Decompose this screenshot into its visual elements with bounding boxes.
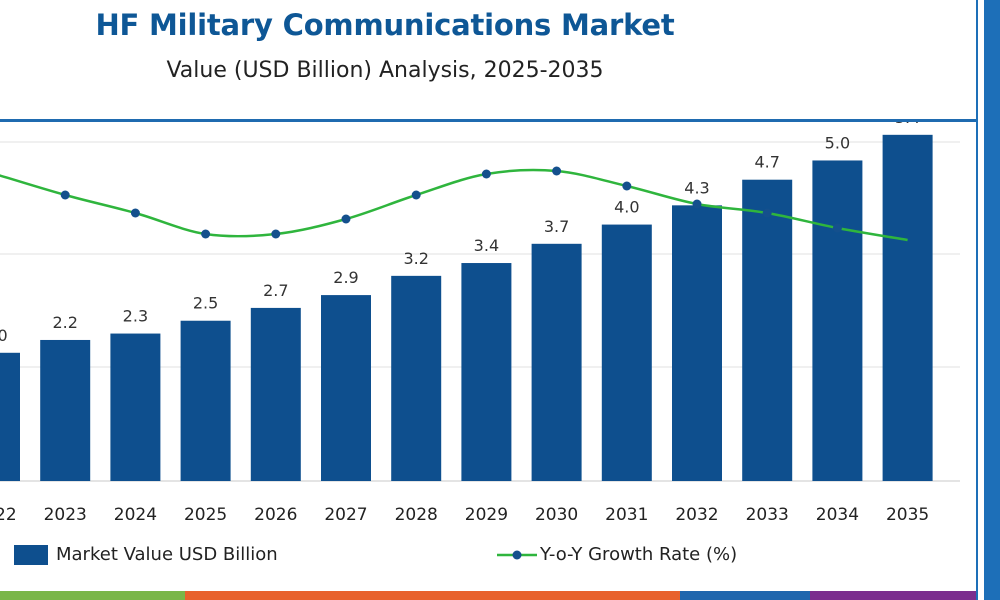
bar-2035: [882, 134, 933, 482]
legend-line-swatch: [497, 550, 537, 560]
bottom-strip-blue: [680, 591, 810, 600]
x-tick-2034: 2034: [816, 505, 859, 525]
growth-rate-point-2029: [481, 169, 491, 179]
right-edge-stripe: [978, 0, 984, 600]
bottom-strip-orange: [185, 591, 680, 600]
bar-2022: [0, 352, 20, 481]
x-tick-2035: 2035: [886, 505, 929, 525]
bar-value-label-2024: 2.3: [123, 307, 148, 326]
bar-value-label-2033: 4.7: [754, 153, 779, 172]
bar-value-label-2031: 4.0: [614, 198, 639, 217]
bar-2030: [531, 243, 582, 481]
x-tick-2033: 2033: [746, 505, 789, 525]
bar-value-label-2027: 2.9: [333, 268, 358, 287]
bar-value-label-2028: 3.2: [403, 249, 428, 268]
x-tick-2022: 2022: [0, 505, 17, 525]
x-tick-2026: 2026: [254, 505, 297, 525]
bar-2032: [672, 205, 722, 481]
growth-rate-point-2030: [552, 166, 562, 176]
legend-bar-swatch: [14, 545, 48, 565]
bar-2028: [391, 275, 442, 481]
bar-2034: [812, 160, 863, 481]
growth-rate-point-2032: [692, 199, 702, 209]
chart-plot: 2.0 2022 2.2 2023 2.3 2024 2.5 2025 2.7 2026 2.9 20…: [0, 122, 960, 525]
bar-value-label-2029: 3.4: [474, 236, 499, 255]
bar-value-label-2026: 2.7: [263, 281, 288, 300]
bar-2024: [110, 333, 161, 481]
growth-rate-point-2034: [832, 223, 842, 233]
x-tick-2023: 2023: [44, 505, 87, 525]
chart-subtitle: Value (USD Billion) Analysis, 2025-2035: [166, 58, 604, 83]
bar-value-label-2035: 5.4: [895, 122, 920, 127]
growth-rate-point-2033: [762, 208, 772, 218]
x-tick-2029: 2029: [465, 505, 508, 525]
bar-value-label-2030: 3.7: [544, 217, 569, 236]
bar-2027: [321, 295, 371, 481]
growth-rate-point-2023: [60, 190, 70, 200]
bar-value-label-2032: 4.3: [684, 178, 709, 197]
growth-rate-point-2025: [201, 229, 211, 239]
bar-2023: [40, 339, 91, 481]
growth-rate-line: [0, 168, 908, 242]
growth-rate-point-2026: [271, 229, 281, 239]
growth-rate-point-2024: [130, 208, 140, 218]
x-tick-2030: 2030: [535, 505, 578, 525]
bottom-strip-green: [0, 591, 185, 600]
bar-2033: [742, 179, 793, 482]
bottom-strip-purple: [810, 591, 976, 600]
chart-title: HF Military Communications Market: [95, 8, 675, 42]
legend-bar-label: Market Value USD Billion: [56, 544, 278, 565]
growth-rate-point-2027: [341, 214, 351, 224]
x-tick-2025: 2025: [184, 505, 227, 525]
bar-2029: [461, 263, 512, 481]
bar-2031: [601, 224, 652, 482]
x-tick-2028: 2028: [395, 505, 438, 525]
bar-value-label-2023: 2.2: [52, 313, 77, 332]
x-tick-2024: 2024: [114, 505, 157, 525]
bar-2025: [180, 320, 231, 481]
x-tick-2032: 2032: [675, 505, 718, 525]
bar-2026: [250, 307, 301, 481]
header-divider: [0, 119, 976, 122]
growth-rate-point-2031: [622, 181, 632, 191]
legend-line-label: Y-o-Y Growth Rate (%): [540, 544, 738, 565]
bar-value-label-2022: 2.0: [0, 326, 8, 345]
x-tick-2027: 2027: [324, 505, 367, 525]
growth-rate-point-2028: [411, 190, 421, 200]
bar-value-label-2034: 5.0: [825, 133, 850, 152]
x-tick-2031: 2031: [605, 505, 648, 525]
bar-value-label-2025: 2.5: [193, 294, 218, 313]
